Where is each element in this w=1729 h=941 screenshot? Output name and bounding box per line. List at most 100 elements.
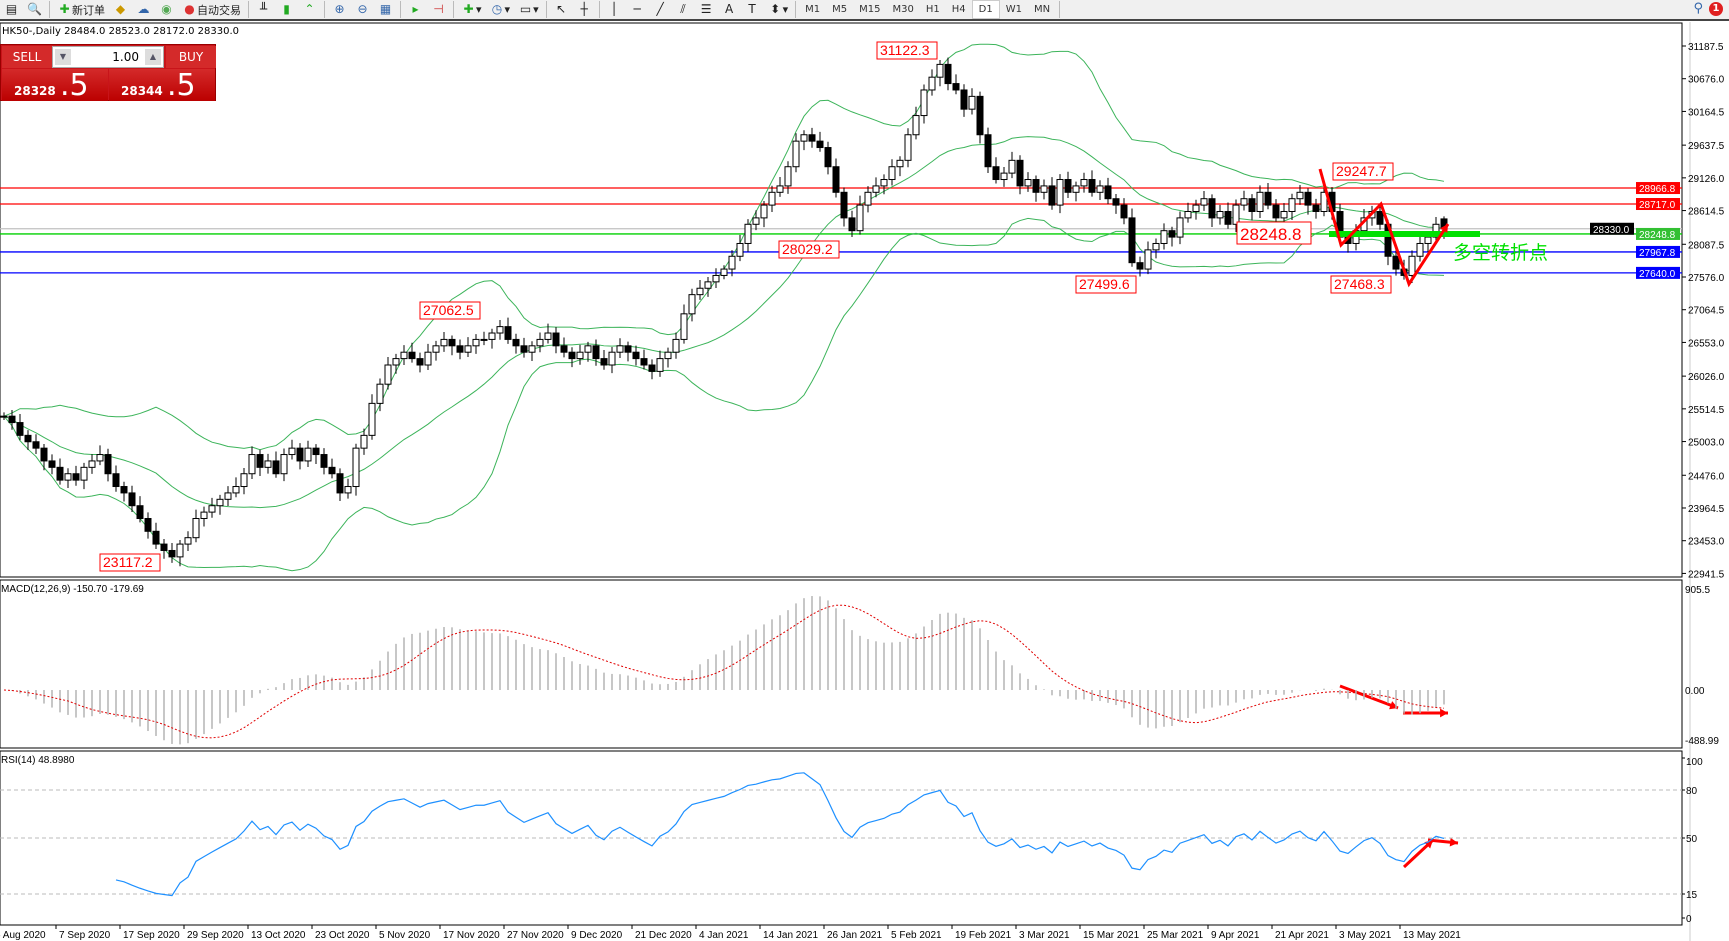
cursor-icon: ↖ xyxy=(556,2,567,16)
timeframe-w1[interactable]: W1 xyxy=(1005,4,1022,15)
lot-increase-icon[interactable]: ▲ xyxy=(145,49,161,65)
periods-icon: ◷ xyxy=(491,2,503,16)
cursor-button[interactable]: ↖ xyxy=(550,0,573,19)
new-window-button[interactable]: ▤ xyxy=(0,0,23,19)
timeframe-m15[interactable]: M15 xyxy=(859,4,881,15)
fibonacci-button[interactable]: ☰ xyxy=(695,0,718,19)
autoscroll-icon: ▸ xyxy=(412,2,419,16)
shift-button[interactable]: ⊣ xyxy=(427,0,450,19)
rsi-title: RSI(14) 48.8980 xyxy=(1,755,75,766)
candle-body xyxy=(552,332,560,347)
candle-body xyxy=(664,351,672,360)
price-annotation: 27468.3 xyxy=(1334,276,1385,292)
zoom-window-button[interactable]: 🔍 xyxy=(23,0,46,19)
candle-body xyxy=(40,447,48,462)
indicators-button[interactable]: ✚ ▾ xyxy=(457,0,486,19)
candle-body xyxy=(680,313,688,340)
lot-size-input[interactable]: ▼ 1.00 ▲ xyxy=(52,46,164,68)
candle-body xyxy=(720,268,728,276)
indicators-icon: ✚ xyxy=(463,2,474,16)
timeframe-m30[interactable]: M30 xyxy=(892,4,914,15)
candlestick-button[interactable]: ▮ xyxy=(275,0,298,19)
candle-body xyxy=(792,140,800,168)
zoom-out-button[interactable]: ⊖ xyxy=(351,0,374,19)
candle-body xyxy=(432,345,440,353)
search-icon[interactable]: ⚲ xyxy=(1693,1,1703,16)
candle-body xyxy=(944,63,952,85)
candle-body xyxy=(712,274,720,283)
sell-button[interactable]: SELL xyxy=(2,46,52,68)
bar-chart-button[interactable]: ╨ xyxy=(252,0,275,19)
price-tick-label: 26553.0 xyxy=(1688,338,1725,349)
history-button[interactable]: ☁ xyxy=(132,0,155,19)
candle-body xyxy=(632,351,640,360)
zoom-in-button[interactable]: ⊕ xyxy=(328,0,351,19)
date-label: 17 Nov 2020 xyxy=(443,930,500,941)
candle-body xyxy=(768,191,776,206)
vertical-line-button[interactable]: │ xyxy=(603,0,626,19)
line-chart-icon: ⌃ xyxy=(304,2,315,16)
timeframe-h4[interactable]: H4 xyxy=(951,4,966,15)
candle-body xyxy=(1008,159,1016,174)
shift-icon: ⊣ xyxy=(433,2,444,16)
price-line-label-bg xyxy=(1636,245,1680,258)
signal-button[interactable]: ◉ xyxy=(155,0,178,19)
tile-button[interactable]: ▦ xyxy=(374,0,397,19)
candle-body xyxy=(288,447,296,456)
crosshair-button[interactable]: ┼ xyxy=(573,0,596,19)
candle-body xyxy=(1000,172,1008,181)
arrows-button[interactable]: ⬍ ▾ xyxy=(764,0,793,19)
candle-body xyxy=(176,543,184,558)
candle-body xyxy=(936,63,944,78)
text-icon: A xyxy=(724,2,734,16)
horizontal-line-button[interactable]: ─ xyxy=(626,0,649,19)
candle-body xyxy=(520,345,528,353)
candle-body xyxy=(1416,242,1424,257)
auto-trading-label: 自动交易 xyxy=(197,3,241,17)
candle-body xyxy=(624,345,632,353)
channel-button[interactable]: ⫽ xyxy=(672,0,695,19)
timeframe-h1[interactable]: H1 xyxy=(925,4,940,15)
candle-body xyxy=(64,473,72,481)
candle-body xyxy=(1152,242,1160,251)
templates-button[interactable]: ▭ ▾ xyxy=(519,2,539,16)
price-tick-label: 28614.5 xyxy=(1688,207,1725,218)
candle-body xyxy=(344,486,352,494)
buy-price-button[interactable]: 28344 .5 xyxy=(109,68,215,103)
timeframe-m1[interactable]: M1 xyxy=(805,4,821,15)
date-label: 21 Dec 2020 xyxy=(635,930,692,941)
candle-body xyxy=(928,76,936,91)
timeframe-d1[interactable]: D1 xyxy=(971,0,1000,19)
candle-body xyxy=(864,191,872,206)
macd-tick-label: 0.00 xyxy=(1685,686,1705,697)
candle-body xyxy=(784,166,792,187)
trendline-button[interactable]: ╱ xyxy=(649,0,672,19)
periods-button[interactable]: ◷ ▾ xyxy=(486,0,515,19)
candle-body xyxy=(728,255,736,270)
chat-icon[interactable]: 1 xyxy=(1709,1,1723,16)
strategy-button[interactable]: ◆ xyxy=(109,0,132,19)
candle-body xyxy=(688,294,696,315)
timeframe-m5[interactable]: M5 xyxy=(832,4,848,15)
lot-decrease-icon[interactable]: ▼ xyxy=(55,49,71,65)
candle-body xyxy=(120,486,128,494)
candle-body xyxy=(592,345,600,360)
timeframe-mn[interactable]: MN xyxy=(1033,4,1051,15)
label-button[interactable]: T xyxy=(741,0,764,19)
candle-body xyxy=(1128,217,1136,264)
candle-body xyxy=(1192,204,1200,212)
crosshair-icon: ┼ xyxy=(580,2,588,16)
candle-body xyxy=(104,454,112,475)
buy-button[interactable]: BUY xyxy=(166,46,216,68)
sell-price-button[interactable]: 28328 .5 xyxy=(2,68,108,103)
candle-body xyxy=(88,460,96,468)
autoscroll-button[interactable]: ▸ xyxy=(404,0,427,19)
text-button[interactable]: A xyxy=(718,0,741,19)
new-order-button[interactable]: ✚ 新订单 xyxy=(53,0,109,19)
auto-trading-button[interactable]: ● 自动交易 xyxy=(178,0,245,19)
candle-body xyxy=(528,345,536,353)
vertical-line-icon: │ xyxy=(610,2,618,16)
line-chart-button[interactable]: ⌃ xyxy=(298,0,321,19)
candle-body xyxy=(616,345,624,353)
